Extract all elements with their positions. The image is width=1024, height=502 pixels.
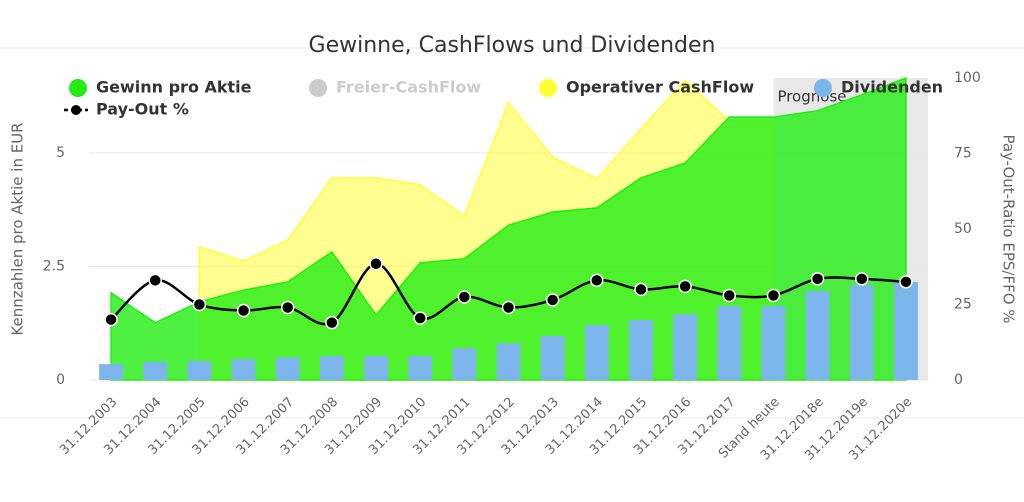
y2-tick-label: 75 xyxy=(954,146,972,162)
y-tick-label: 2.5 xyxy=(43,258,65,274)
legend-marker xyxy=(814,79,832,97)
bar xyxy=(629,320,653,380)
bar xyxy=(408,355,433,380)
y2-tick-label: 100 xyxy=(954,70,981,86)
bar xyxy=(143,361,168,380)
y-tick-label: 5 xyxy=(56,145,65,161)
y2-tick-label: 25 xyxy=(954,297,972,313)
bar xyxy=(540,335,565,380)
legend-marker xyxy=(309,79,327,97)
point xyxy=(766,288,781,303)
bar xyxy=(231,359,256,380)
y2-axis-title: Pay-Out-Ratio EPS/FFO % xyxy=(1000,134,1018,323)
point xyxy=(855,272,869,286)
bar xyxy=(761,305,786,380)
bar xyxy=(805,290,830,380)
bar xyxy=(893,281,918,380)
chart-title: Gewinne, CashFlows und Dividenden xyxy=(309,33,716,58)
bar xyxy=(275,357,300,380)
point xyxy=(236,303,251,318)
plot-band-label: Prognose xyxy=(777,88,846,106)
bar xyxy=(187,360,212,380)
point xyxy=(148,273,162,288)
point xyxy=(413,311,427,325)
y2-tick-label: 50 xyxy=(954,221,972,237)
bar xyxy=(717,305,742,380)
bar xyxy=(99,364,124,380)
legend-label: Operativer CashFlow xyxy=(566,78,754,97)
point xyxy=(369,256,383,271)
point xyxy=(545,293,560,307)
bar xyxy=(364,355,388,380)
legend-marker xyxy=(539,79,557,97)
y-axis-title: Kennzahlen pro Aktie in EUR xyxy=(9,122,27,335)
point xyxy=(678,279,692,294)
point xyxy=(722,288,737,303)
point xyxy=(192,297,207,312)
point xyxy=(104,312,118,327)
y2-tick-label: 0 xyxy=(954,372,963,388)
bar xyxy=(496,343,521,380)
point xyxy=(280,300,295,315)
y-tick-label: 0 xyxy=(56,372,65,388)
area xyxy=(110,76,907,381)
bar xyxy=(319,355,344,380)
legend-label: Freier-CashFlow xyxy=(336,78,481,97)
legend-marker xyxy=(69,79,87,97)
bar xyxy=(452,348,477,380)
bar xyxy=(849,285,874,380)
point xyxy=(899,275,913,289)
bar xyxy=(673,314,698,380)
point xyxy=(325,315,339,330)
legend-label: Pay-Out % xyxy=(96,100,189,119)
bar xyxy=(584,325,609,380)
point xyxy=(810,272,825,286)
point xyxy=(501,300,516,315)
legend-label: Gewinn pro Aktie xyxy=(96,78,252,97)
point xyxy=(590,273,604,288)
legend-marker xyxy=(71,105,81,115)
point xyxy=(634,282,648,297)
point xyxy=(457,290,472,304)
legend-label: Dividenden xyxy=(841,78,943,97)
